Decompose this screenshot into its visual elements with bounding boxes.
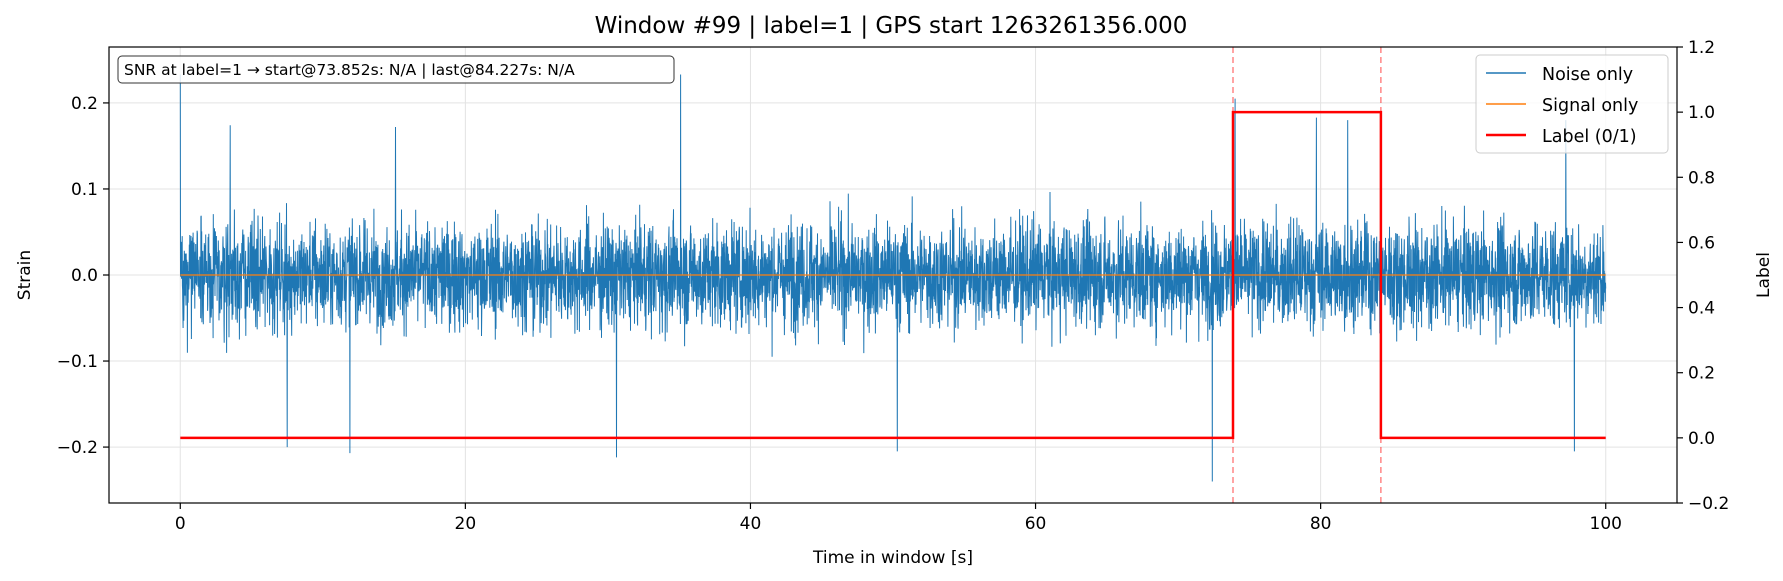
x-tick-label: 60	[1025, 514, 1047, 534]
x-tick-label: 80	[1310, 514, 1332, 534]
legend-label-noise: Noise only	[1542, 65, 1633, 85]
y2-tick-label: 1.0	[1688, 103, 1715, 123]
label-series	[180, 110, 1606, 440]
y2-tick-label: 0.2	[1688, 364, 1715, 384]
y-tick-label: 0.1	[71, 180, 98, 200]
y-tick-label: 0.0	[71, 266, 98, 286]
y2-tick-label: 0.6	[1688, 233, 1715, 253]
y2-axis: −0.2 0.0 0.2 0.4 0.6 0.8 1.0 1.2	[1677, 38, 1729, 514]
x-tick-label: 100	[1590, 514, 1622, 534]
annotation-box	[117, 55, 675, 84]
x-tick-label: 0	[175, 514, 186, 534]
y-axis: −0.2 −0.1 0.0 0.1 0.2	[57, 94, 109, 458]
y-tick-label: 0.2	[71, 94, 98, 114]
legend-label-signal: Signal only	[1542, 96, 1638, 116]
y-tick-label: −0.2	[57, 438, 98, 458]
y2-tick-label: 0.4	[1688, 299, 1715, 319]
y2-tick-label: 0.8	[1688, 168, 1715, 188]
legend-box	[1475, 54, 1669, 154]
y2-tick-label: −0.2	[1688, 494, 1729, 514]
label-step-line	[180, 110, 1606, 440]
noise-series	[179, 74, 1607, 482]
annotation-text: SNR at label=1 → start@73.852s: N/A | la…	[124, 61, 575, 79]
x-axis: 0 20 40 60 80 100	[175, 503, 1622, 534]
x-axis-label: Time in window [s]	[812, 548, 973, 568]
y2-tick-label: 0.0	[1688, 429, 1715, 449]
y2-axis-label: Label	[1754, 252, 1774, 298]
y2-tick-label: 1.2	[1688, 38, 1715, 58]
legend-label-label: Label (0/1)	[1542, 127, 1637, 147]
y-axis-label: Strain	[15, 250, 35, 300]
noise-line	[179, 74, 1607, 482]
snr-annotation: SNR at label=1 → start@73.852s: N/A | la…	[117, 55, 675, 84]
chart-title: Window #99 | label=1 | GPS start 1263261…	[595, 13, 1188, 39]
y-tick-label: −0.1	[57, 352, 98, 372]
x-tick-label: 40	[740, 514, 762, 534]
legend: Noise only Signal only Label (0/1)	[1475, 54, 1669, 154]
x-tick-label: 20	[455, 514, 477, 534]
